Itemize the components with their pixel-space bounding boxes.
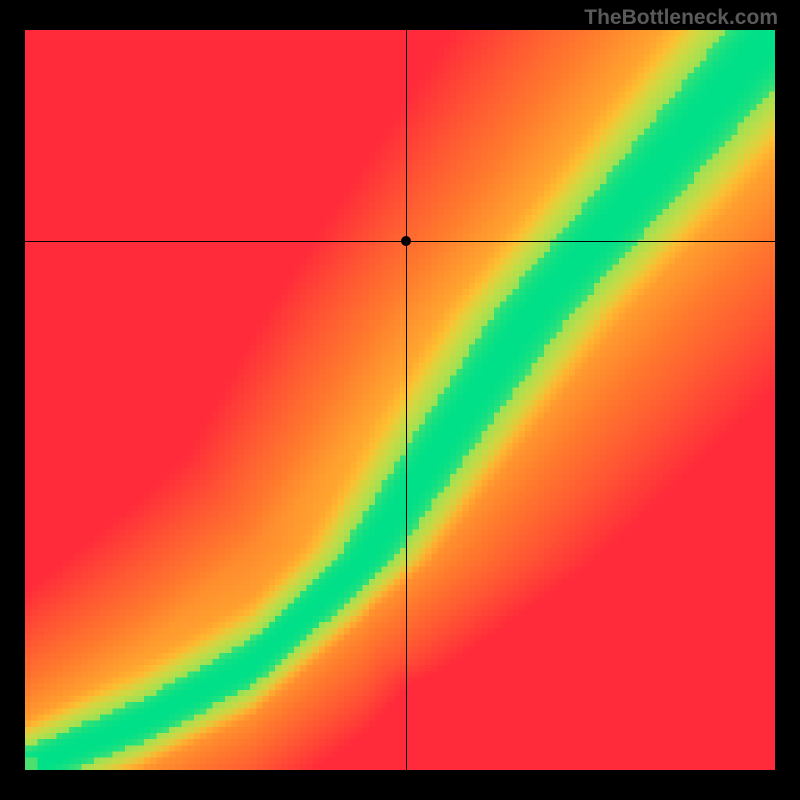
watermark-text: TheBottleneck.com	[584, 6, 778, 30]
heatmap-canvas	[25, 30, 775, 770]
heatmap-plot	[25, 30, 775, 770]
marker-dot	[401, 236, 411, 246]
crosshair-horizontal	[25, 241, 775, 242]
crosshair-vertical	[406, 30, 407, 770]
